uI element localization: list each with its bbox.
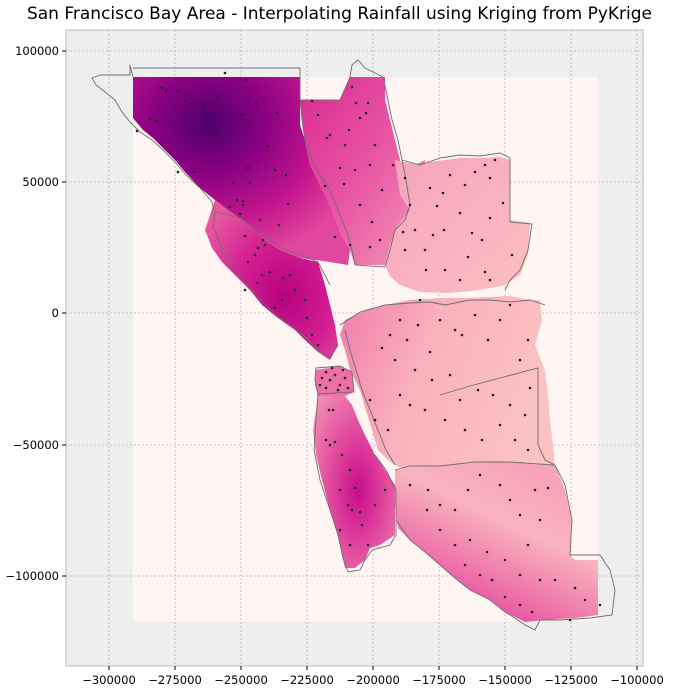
outline-east-bay-west <box>344 329 396 466</box>
outline-sonoma-north <box>133 59 384 101</box>
x-tick-label: −175000 <box>412 673 466 687</box>
y-tick-label: 50000 <box>22 175 59 189</box>
outline-santa-cruz-coast <box>395 519 516 619</box>
region-marin <box>205 200 338 360</box>
outline-bay-north <box>339 299 546 326</box>
outline-marin-sonoma <box>216 211 331 286</box>
station-points <box>135 71 602 622</box>
y-tick-label: 0 <box>52 306 59 320</box>
outline-san-mateo <box>313 393 397 573</box>
outline-sf <box>314 365 355 395</box>
y-tick-label: −100000 <box>5 569 59 583</box>
x-tick-label: −200000 <box>346 673 400 687</box>
region-san-francisco <box>315 366 354 396</box>
outline-alameda-santa-clara <box>394 461 616 631</box>
x-tick-label: −250000 <box>214 673 268 687</box>
outline-solano <box>401 152 533 291</box>
outline-marin-coast <box>214 229 339 359</box>
region-san-mateo <box>313 396 395 568</box>
outline-contra-costa-alameda <box>439 367 556 466</box>
outline-sonoma-napa <box>299 99 386 268</box>
region-napa <box>300 77 425 265</box>
x-tick-label: −300000 <box>82 673 136 687</box>
x-tick-label: −275000 <box>148 673 202 687</box>
outline-napa-east <box>382 76 411 268</box>
region-east-bay <box>340 296 555 470</box>
x-tick-label: −125000 <box>544 673 598 687</box>
region-solano <box>385 157 530 293</box>
x-tick-label: −225000 <box>280 673 334 687</box>
y-tick-label: −50000 <box>13 438 59 452</box>
region-santa-clara <box>395 462 598 622</box>
x-tick-label: −150000 <box>478 673 532 687</box>
chart-title: San Francisco Bay Area - Interpolating R… <box>26 4 653 24</box>
rainfall-surface <box>133 77 598 622</box>
outline-sonoma-coast <box>91 64 216 231</box>
x-axis-labels: −300000 −275000 −250000 −225000 −200000 … <box>82 673 664 687</box>
region-sonoma <box>133 77 350 265</box>
y-tick-label: 100000 <box>15 44 59 58</box>
x-tick-label: −100000 <box>610 673 664 687</box>
county-outlines <box>91 59 616 631</box>
axis-ticks <box>62 50 638 670</box>
y-axis-labels: 100000 50000 0 −50000 −100000 <box>5 44 59 583</box>
